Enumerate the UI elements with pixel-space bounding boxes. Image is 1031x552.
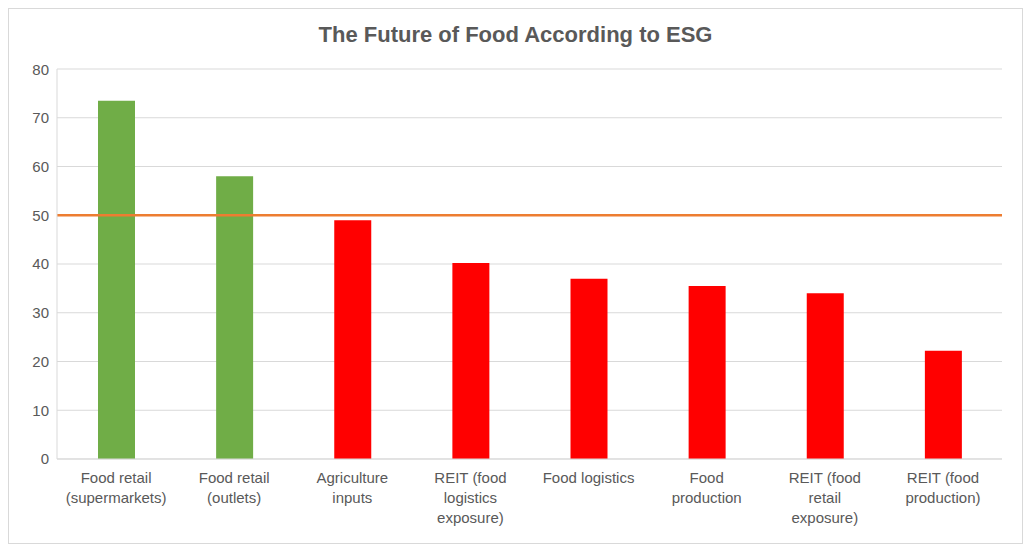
svg-text:Foodproduction: Foodproduction: [672, 469, 742, 506]
html-text:The Future of Food According t: The Future of Food According to ESG: [318, 22, 713, 47]
svg-text:REIT (foodproduction): REIT (foodproduction): [905, 469, 980, 506]
svg-text:REIT (foodlogisticsexposure): REIT (foodlogisticsexposure): [434, 469, 506, 526]
svg-text:40: 40: [32, 255, 49, 272]
svg-text:80: 80: [32, 61, 49, 78]
svg-text:50: 50: [32, 207, 49, 224]
svg-text:10: 10: [32, 402, 49, 419]
svg-text:Food logistics: Food logistics: [543, 469, 635, 486]
svg-text:Agricultureinputs: Agricultureinputs: [316, 469, 388, 506]
svg-text:Food retail(supermarkets): Food retail(supermarkets): [66, 469, 167, 506]
svg-text:30: 30: [32, 304, 49, 321]
svg-text:REIT (foodretailexposure): REIT (foodretailexposure): [789, 469, 861, 526]
svg-text:Food retail(outlets): Food retail(outlets): [199, 469, 270, 506]
svg-text:70: 70: [32, 109, 49, 126]
svg-text:20: 20: [32, 353, 49, 370]
svg-text:0: 0: [41, 450, 49, 467]
svg-text:60: 60: [32, 158, 49, 175]
